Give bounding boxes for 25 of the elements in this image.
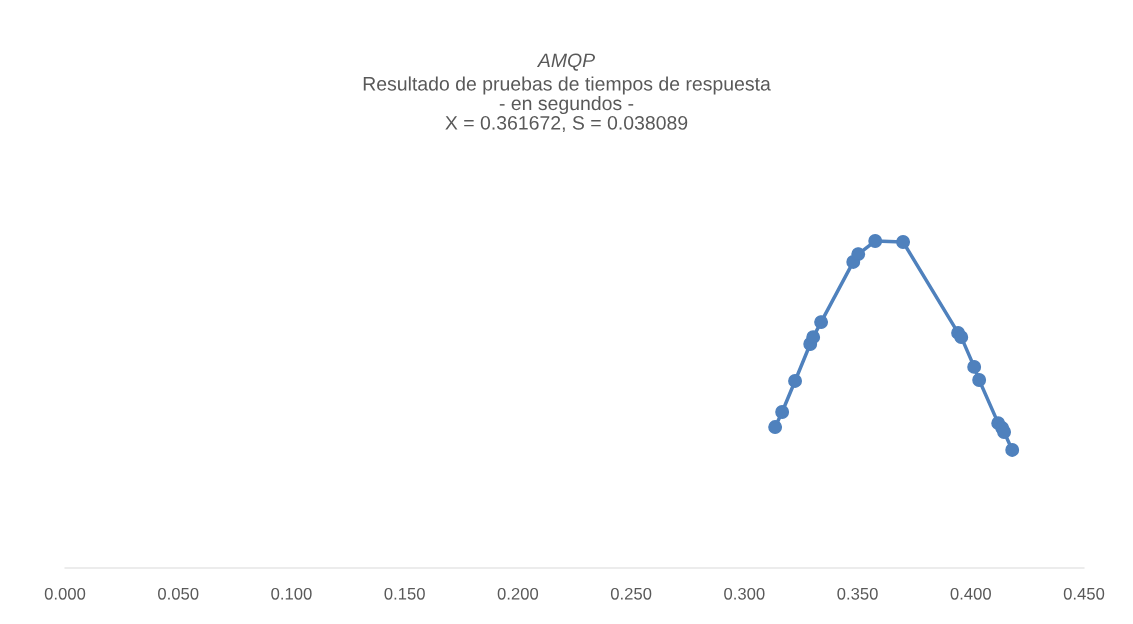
x-tick-label: 0.250	[610, 587, 652, 600]
point	[997, 425, 1012, 439]
point	[967, 359, 982, 374]
point	[868, 234, 883, 248]
x-tick-label: 0.150	[384, 587, 425, 600]
x-tick-label: 0.350	[837, 587, 878, 600]
point	[954, 330, 969, 345]
chart-subtitle: Resultado de pruebas de tiempos de respuesta - en segundos - X = 0.361672, S = 0.038089	[363, 76, 771, 133]
point	[896, 235, 911, 249]
point	[775, 405, 790, 419]
x-tick-label: 0.300	[724, 587, 765, 600]
x-tick-label: 0.200	[497, 587, 539, 600]
point	[972, 373, 987, 387]
point	[851, 247, 866, 262]
point	[814, 315, 829, 330]
point	[768, 420, 783, 435]
x-tick-label: 0.050	[158, 587, 199, 600]
point	[1005, 443, 1020, 457]
chart-title: AMQP	[536, 53, 596, 71]
x-tick-label: 0.000	[44, 587, 86, 600]
x-tick-label: 0.450	[1063, 587, 1105, 600]
x-tick-label: 0.100	[271, 587, 312, 600]
x-tick-label: 0.400	[950, 587, 991, 600]
point	[788, 374, 803, 388]
point	[806, 330, 821, 345]
